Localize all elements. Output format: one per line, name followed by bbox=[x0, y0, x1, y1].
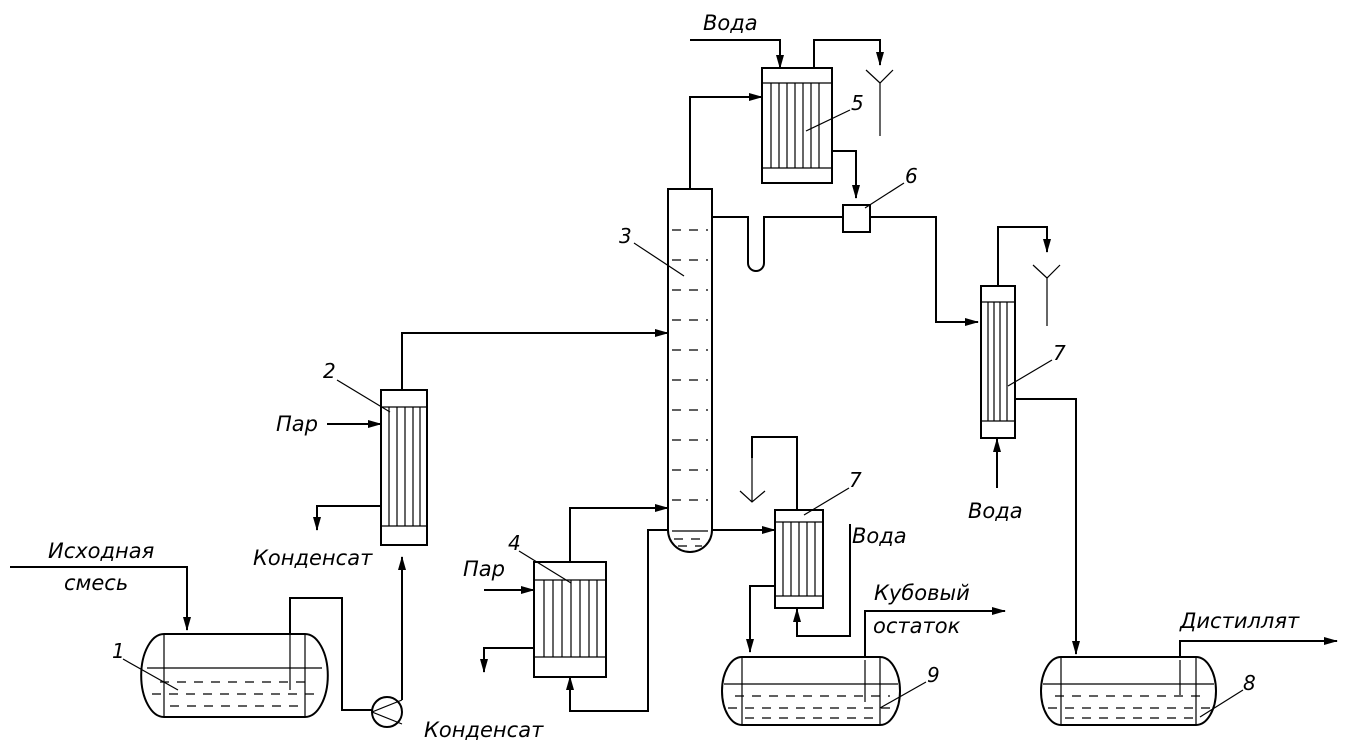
cooler-7-bottom bbox=[774, 509, 824, 609]
number-cooler-7-bottom: 7 bbox=[849, 468, 862, 492]
drain-funnel-bottoms-cooler bbox=[739, 458, 766, 503]
label-steam-boiler: Пар bbox=[463, 557, 505, 581]
condensate-pipe-heater bbox=[313, 505, 381, 531]
leader-lines bbox=[122, 109, 1244, 718]
water-in-bottoms-cooler bbox=[793, 524, 851, 637]
reflux-pipe bbox=[712, 216, 843, 272]
number-condenser-5: 5 bbox=[851, 91, 864, 115]
tank-1 bbox=[140, 598, 329, 718]
pipe-condenser-to-divider bbox=[832, 150, 860, 199]
water-pipe-condenser bbox=[690, 39, 784, 69]
number-cooler-7-right: 7 bbox=[1053, 341, 1066, 365]
cooler-7-right bbox=[980, 285, 1016, 439]
drain-funnel-condenser bbox=[865, 69, 894, 136]
condensate-pipe-boiler bbox=[480, 647, 534, 673]
drain-funnel-cooler-right bbox=[1032, 264, 1061, 326]
pipe-column-to-boiler bbox=[566, 529, 668, 712]
water-out-condenser bbox=[813, 39, 884, 68]
pipe-boiler-to-column bbox=[569, 504, 669, 562]
label-feed-line2: смесь bbox=[64, 571, 128, 595]
label-bottoms-line2: остаток bbox=[873, 614, 961, 638]
heater-2 bbox=[380, 389, 428, 546]
boiler-4 bbox=[533, 561, 607, 678]
water-out-bottoms-cooler bbox=[751, 436, 798, 510]
number-tank-8: 8 bbox=[1243, 671, 1256, 695]
feed-pipe bbox=[10, 566, 191, 631]
number-column-3: 3 bbox=[619, 224, 632, 248]
tank-9 bbox=[721, 656, 901, 726]
number-tank-1: 1 bbox=[112, 639, 125, 663]
pipe-heater-to-column bbox=[401, 329, 669, 390]
number-divider-6: 6 bbox=[905, 164, 918, 188]
number-heater-2: 2 bbox=[323, 359, 336, 383]
label-feed-line1: Исходная bbox=[48, 539, 154, 563]
label-water-bottom-cooler: Вода bbox=[852, 524, 907, 548]
number-boiler-4: 4 bbox=[508, 531, 521, 555]
condenser-5 bbox=[761, 67, 833, 184]
label-condensate-boiler: Конденсат bbox=[424, 718, 544, 742]
label-steam-heater: Пар bbox=[276, 412, 318, 436]
vapor-pipe-to-condenser bbox=[689, 93, 763, 189]
label-water-top: Вода bbox=[703, 11, 758, 35]
label-distillate: Дистиллят bbox=[1179, 609, 1300, 633]
pipe-cooler-to-tank8 bbox=[1014, 398, 1080, 655]
column-3 bbox=[667, 188, 713, 553]
label-water-right: Вода bbox=[968, 499, 1023, 523]
label-condensate-heater: Конденсат bbox=[253, 546, 373, 570]
number-tank-9: 9 bbox=[927, 663, 940, 687]
tank-8 bbox=[1040, 656, 1217, 726]
label-bottoms-line1: Кубовый bbox=[874, 581, 970, 605]
pipe-cooler-to-tank9 bbox=[746, 585, 775, 653]
pump bbox=[371, 696, 403, 728]
distillate-pipe-to-cooler bbox=[870, 216, 979, 326]
divider-6 bbox=[842, 204, 871, 233]
water-out-cooler-right bbox=[997, 226, 1051, 286]
